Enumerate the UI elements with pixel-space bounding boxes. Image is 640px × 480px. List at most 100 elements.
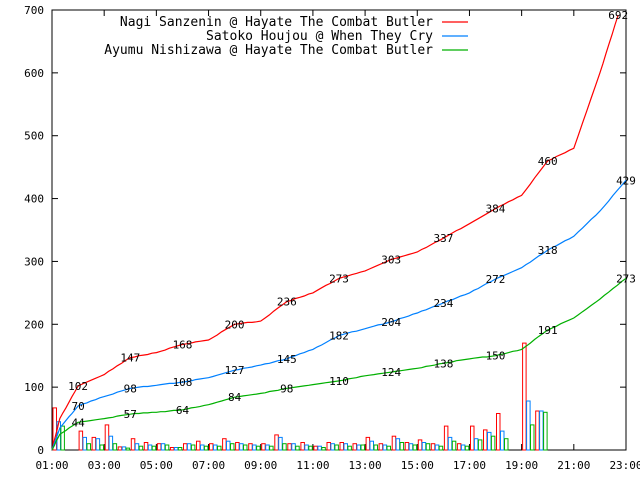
bar — [164, 444, 170, 451]
bar — [138, 445, 144, 451]
series-line — [51, 179, 627, 451]
bar — [522, 342, 527, 451]
data-label: 127 — [225, 364, 245, 377]
bar — [230, 443, 235, 451]
x-tick-label: 05:00 — [140, 459, 173, 472]
axis-ticks: 0 100 200 300 400 500 600 700 01:00 03:00 05:00 07:… — [24, 4, 640, 472]
data-label: 182 — [329, 330, 349, 343]
y-tick-label: 400 — [24, 193, 44, 206]
x-tick-label: 11:00 — [296, 459, 329, 472]
bar — [95, 438, 101, 451]
bar — [308, 445, 313, 451]
bar — [282, 443, 287, 451]
data-label: 108 — [173, 376, 193, 389]
x-tick-label: 19:00 — [505, 459, 538, 472]
legend-label: Ayumu Nishizawa @ Hayate The Combat Butl… — [104, 43, 433, 58]
series-line — [51, 277, 627, 451]
series-line — [51, 14, 619, 451]
bar — [203, 445, 209, 451]
bar — [334, 444, 339, 451]
data-label: 98 — [124, 382, 137, 395]
bar — [464, 445, 470, 451]
bar — [470, 425, 475, 451]
bar — [425, 443, 431, 451]
bar — [412, 444, 418, 451]
legend: Nagi Sanzenin @ Hayate The Combat Butler… — [104, 15, 468, 58]
legend-label: Satoko Houjou @ When They Cry — [206, 29, 433, 44]
data-label: 273 — [616, 272, 636, 285]
bar — [86, 443, 91, 451]
data-label: 124 — [381, 366, 401, 379]
y-tick-label: 0 — [37, 444, 44, 457]
bar — [530, 424, 535, 451]
bar — [543, 411, 548, 451]
y-tick-label: 500 — [24, 130, 44, 143]
y-tick-label: 200 — [24, 318, 44, 331]
bar — [112, 443, 118, 451]
y-tick-label: 100 — [24, 381, 44, 394]
value-labels: 102 147 168 200 236 273 303 337 384 460 692 70 98 108… — [68, 9, 636, 429]
x-tick-label: 13:00 — [349, 459, 382, 472]
bar — [399, 442, 405, 451]
y-tick-label: 300 — [24, 255, 44, 268]
data-label: 57 — [124, 408, 137, 421]
data-label: 318 — [538, 244, 558, 257]
data-label: 191 — [538, 324, 558, 337]
bar — [360, 444, 365, 451]
data-label: 98 — [280, 382, 293, 395]
data-label: 236 — [277, 296, 297, 309]
data-label: 64 — [176, 404, 190, 417]
bar — [386, 445, 391, 451]
x-tick-label: 23:00 — [609, 459, 640, 472]
data-label: 44 — [71, 416, 85, 429]
data-label: 147 — [120, 352, 140, 365]
x-tick-label: 03:00 — [88, 459, 121, 472]
data-label: 429 — [616, 174, 636, 187]
x-tick-label: 01:00 — [35, 459, 68, 472]
cumulative-lines — [51, 14, 627, 451]
bar — [504, 438, 509, 451]
plot-area — [51, 9, 627, 451]
data-label: 145 — [277, 353, 297, 366]
bar — [99, 444, 104, 451]
hourly-bars — [52, 342, 548, 451]
data-label: 200 — [225, 318, 245, 331]
data-label: 110 — [329, 375, 349, 388]
bar — [190, 444, 196, 451]
data-label: 102 — [68, 380, 88, 393]
x-tick-label: 21:00 — [557, 459, 590, 472]
data-label: 168 — [173, 338, 193, 351]
bar — [490, 435, 496, 451]
data-label: 460 — [538, 155, 558, 168]
data-label: 337 — [433, 232, 453, 245]
data-label: 138 — [433, 357, 453, 370]
y-tick-label: 700 — [24, 4, 44, 17]
bar — [125, 447, 131, 451]
x-tick-label: 07:00 — [192, 459, 225, 472]
bar — [477, 439, 483, 451]
bar — [256, 445, 261, 451]
data-label: 150 — [486, 350, 506, 363]
x-tick-label: 09:00 — [244, 459, 277, 472]
data-label: 273 — [329, 272, 349, 285]
x-tick-label: 15:00 — [401, 459, 434, 472]
legend-label: Nagi Sanzenin @ Hayate The Combat Butler — [120, 15, 433, 30]
data-label: 70 — [71, 400, 84, 413]
data-label: 204 — [381, 316, 401, 329]
data-label: 384 — [486, 203, 506, 216]
bar — [243, 444, 248, 451]
data-label: 692 — [608, 9, 628, 22]
bar — [321, 447, 326, 451]
y-tick-label: 600 — [24, 67, 44, 80]
bar — [295, 445, 300, 451]
data-label: 234 — [433, 297, 453, 310]
bar — [60, 425, 65, 451]
bar — [217, 445, 222, 451]
x-tick-label: 17:00 — [453, 459, 486, 472]
bar — [151, 445, 157, 451]
data-label: 303 — [381, 254, 401, 267]
bar — [451, 440, 457, 451]
bar — [347, 445, 352, 451]
bar — [177, 447, 183, 451]
